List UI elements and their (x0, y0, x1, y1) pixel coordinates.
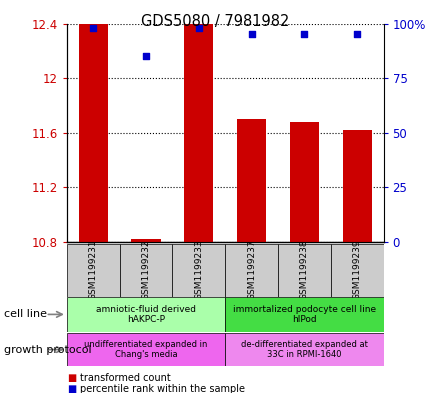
Bar (330, 244, 383, 297)
Bar (277, 244, 330, 297)
Bar (67, 244, 120, 297)
Bar (79, 0, 108, 242)
Text: growth protocol: growth protocol (4, 345, 92, 354)
Bar (131, 239, 160, 242)
Bar (237, 119, 265, 242)
Text: percentile rank within the sample: percentile rank within the sample (80, 384, 244, 393)
Bar (289, 122, 318, 242)
Text: GSM1199237: GSM1199237 (246, 240, 255, 301)
Point (353, 31, 360, 38)
Bar (184, 0, 213, 242)
Text: GSM1199231: GSM1199231 (89, 240, 98, 301)
Point (89, 25, 96, 31)
Text: transformed count: transformed count (80, 373, 170, 383)
Bar (119, 244, 172, 297)
Bar (224, 297, 383, 332)
Text: de-differentiated expanded at
33C in RPMI-1640: de-differentiated expanded at 33C in RPM… (240, 340, 367, 359)
Bar (224, 333, 383, 366)
Bar (67, 297, 225, 332)
Bar (67, 333, 225, 366)
Text: GSM1199239: GSM1199239 (352, 240, 361, 301)
Bar (224, 244, 277, 297)
Point (300, 31, 307, 38)
Text: GDS5080 / 7981982: GDS5080 / 7981982 (141, 14, 289, 29)
Text: undifferentiated expanded in
Chang's media: undifferentiated expanded in Chang's med… (84, 340, 207, 359)
Text: GSM1199232: GSM1199232 (141, 240, 150, 300)
Text: amniotic-fluid derived
hAKPC-P: amniotic-fluid derived hAKPC-P (96, 305, 196, 324)
Bar (342, 130, 371, 242)
Point (195, 25, 202, 31)
Bar (172, 244, 224, 297)
Text: cell line: cell line (4, 309, 47, 320)
Text: ■: ■ (67, 373, 76, 383)
Text: GSM1199233: GSM1199233 (194, 240, 203, 301)
Text: immortalized podocyte cell line
hIPod: immortalized podocyte cell line hIPod (232, 305, 375, 324)
Text: GSM1199238: GSM1199238 (299, 240, 308, 301)
Point (142, 53, 149, 59)
Point (248, 31, 255, 38)
Text: ■: ■ (67, 384, 76, 393)
